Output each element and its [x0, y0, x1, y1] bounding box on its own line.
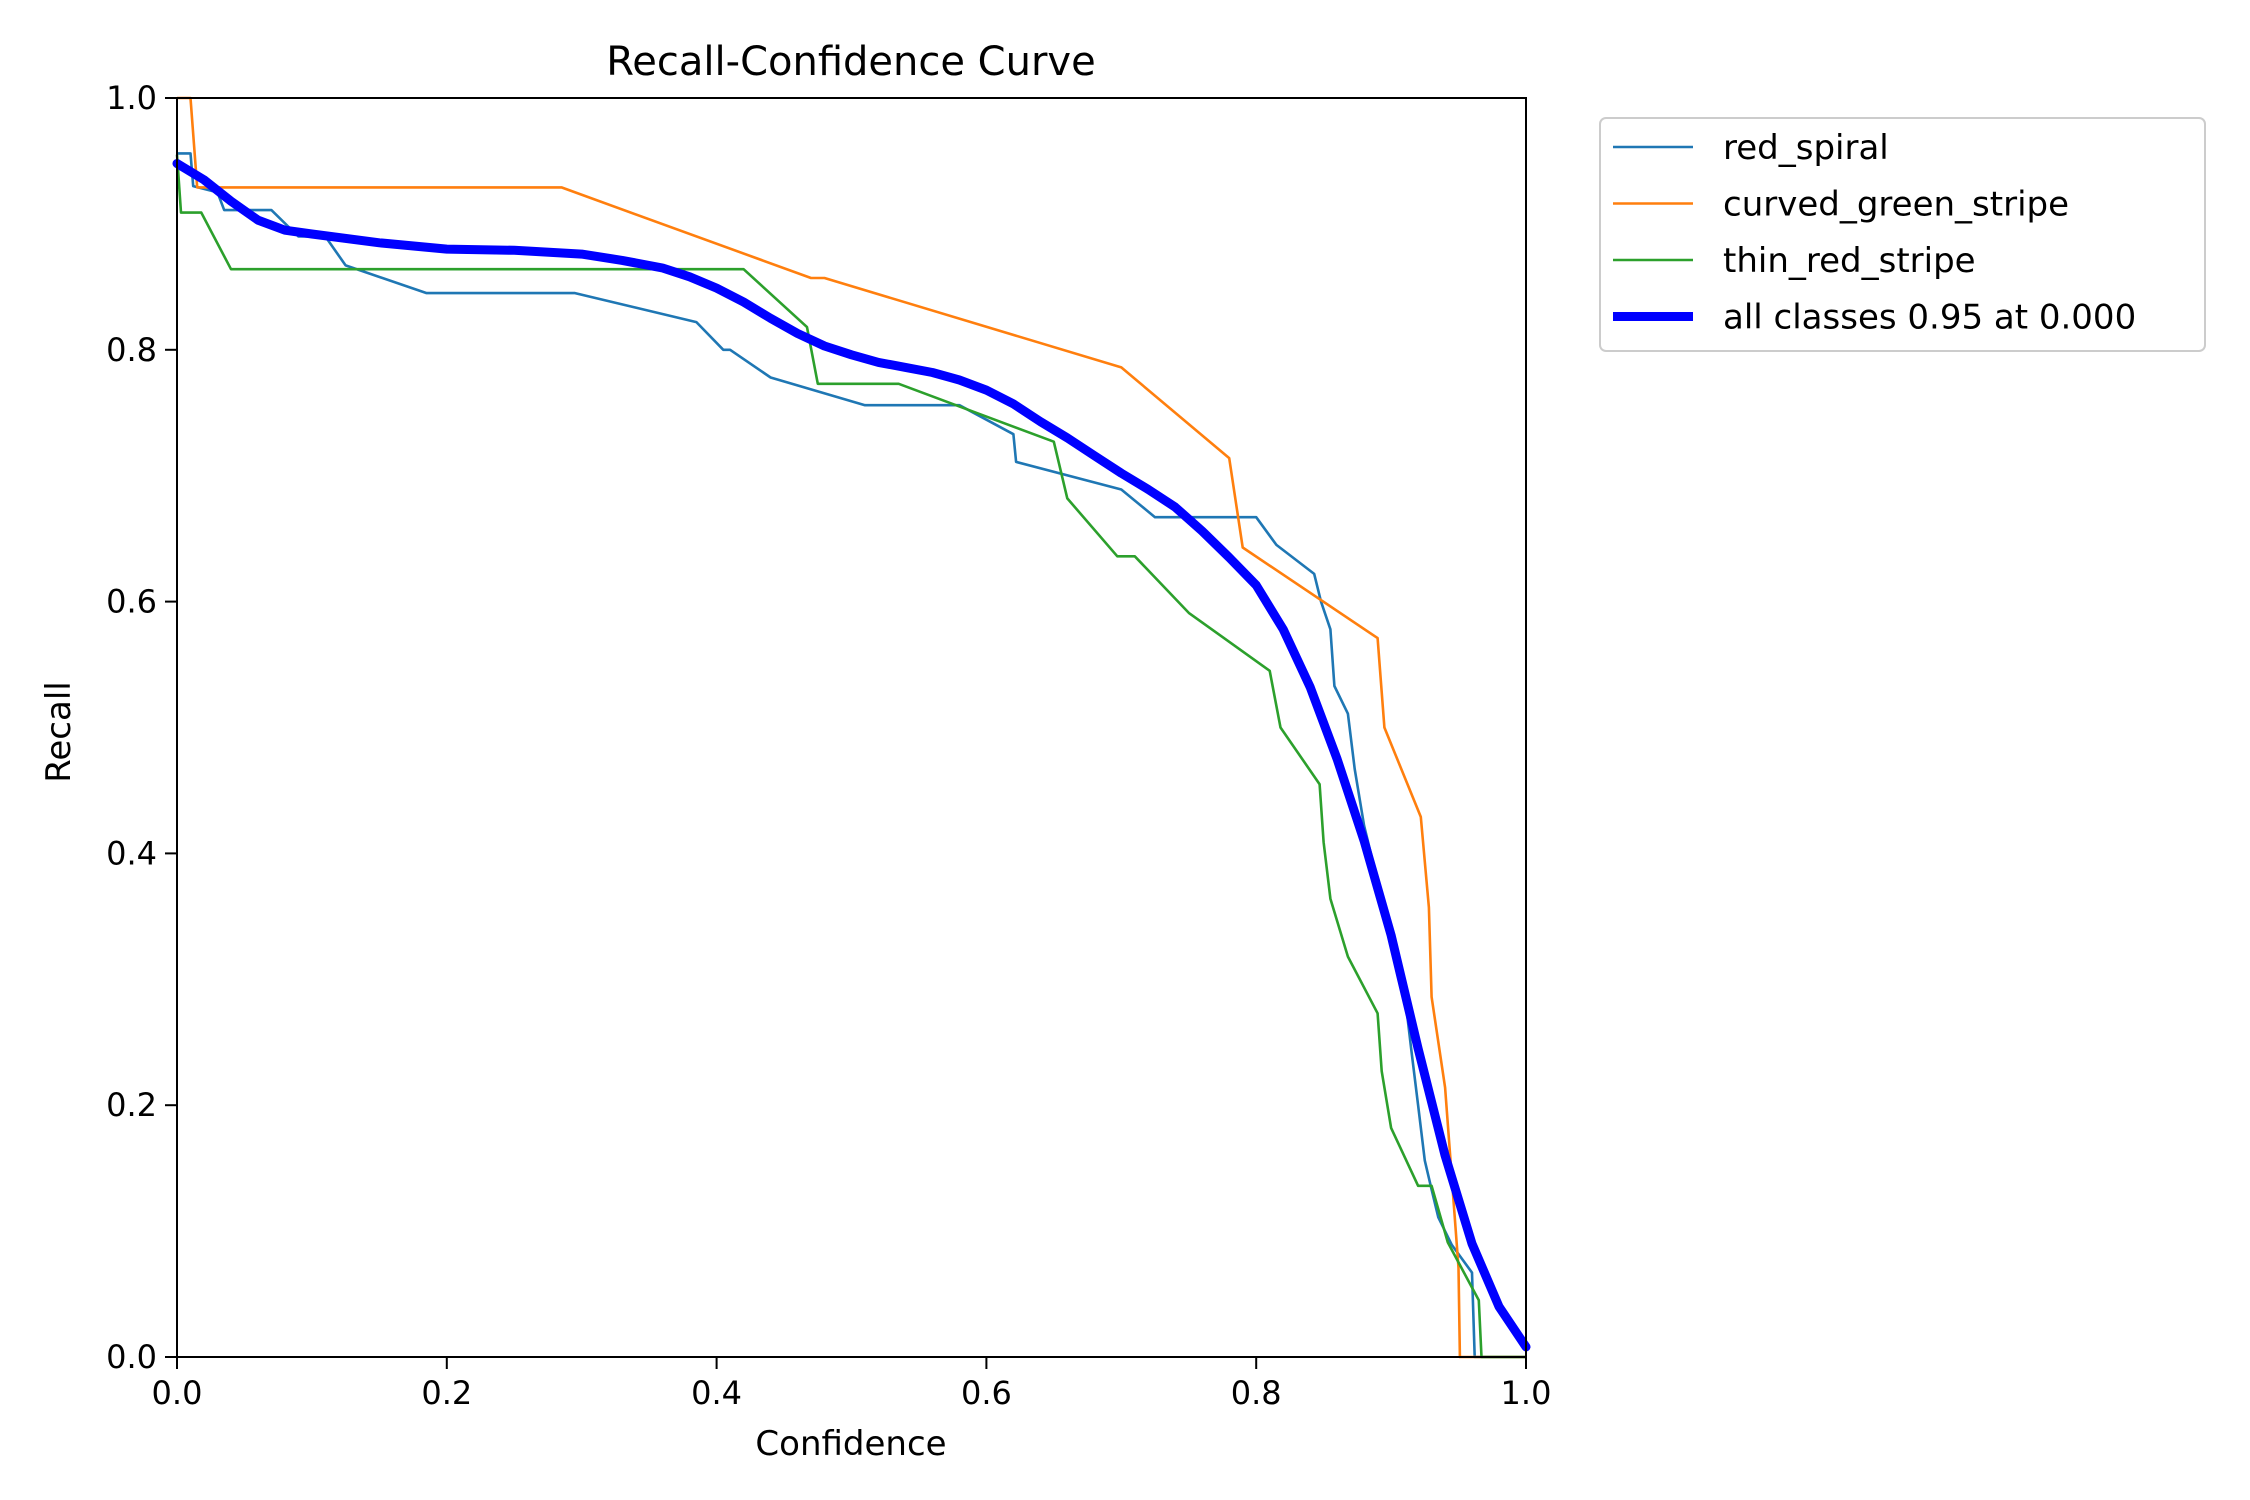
legend-label-0: red_spiral: [1723, 128, 1889, 168]
plot-frame: [176, 97, 1527, 1358]
x-tick-label: 0.2: [421, 1374, 472, 1412]
x-tick-label: 0.6: [961, 1374, 1012, 1412]
x-tick-label: 1.0: [1501, 1374, 1552, 1412]
y-tick-label: 0.4: [106, 834, 157, 872]
x-tick-label: 0.8: [1231, 1374, 1282, 1412]
series-line-1: [177, 96, 1526, 1359]
y-tick-label: 1.0: [106, 79, 157, 117]
y-tick-label: 0.2: [106, 1086, 157, 1124]
y-tick-label: 0.6: [106, 583, 157, 621]
legend-label-3: all classes 0.95 at 0.000: [1723, 298, 2136, 338]
chart-title: Recall-Confidence Curve: [606, 39, 1095, 85]
x-tick-label: 0.0: [152, 1374, 203, 1412]
legend-label-1: curved_green_stripe: [1723, 185, 2069, 225]
series-line-0: [177, 152, 1526, 1359]
y-tick-label: 0.8: [106, 331, 157, 369]
x-tick-label: 0.4: [691, 1374, 742, 1412]
series-layer: [172, 96, 1531, 1359]
series-line-3: [172, 159, 1531, 1352]
y-tick-label: 0.0: [106, 1338, 157, 1376]
legend-box: [1599, 117, 2206, 352]
legend-label-2: thin_red_stripe: [1723, 241, 1976, 281]
y-axis-label: Recall: [39, 681, 79, 782]
series-line-2: [175, 154, 1526, 1359]
legend: red_spiral curved_green_stripe thin_red_st…: [1599, 117, 2206, 352]
x-axis-label: Confidence: [755, 1424, 946, 1464]
x-axis-ticks: 0.0 0.2 0.4 0.6 0.8 1.0: [152, 1357, 1552, 1412]
y-axis-ticks: 0.0 0.2 0.4 0.6 0.8 1.0: [106, 79, 177, 1376]
